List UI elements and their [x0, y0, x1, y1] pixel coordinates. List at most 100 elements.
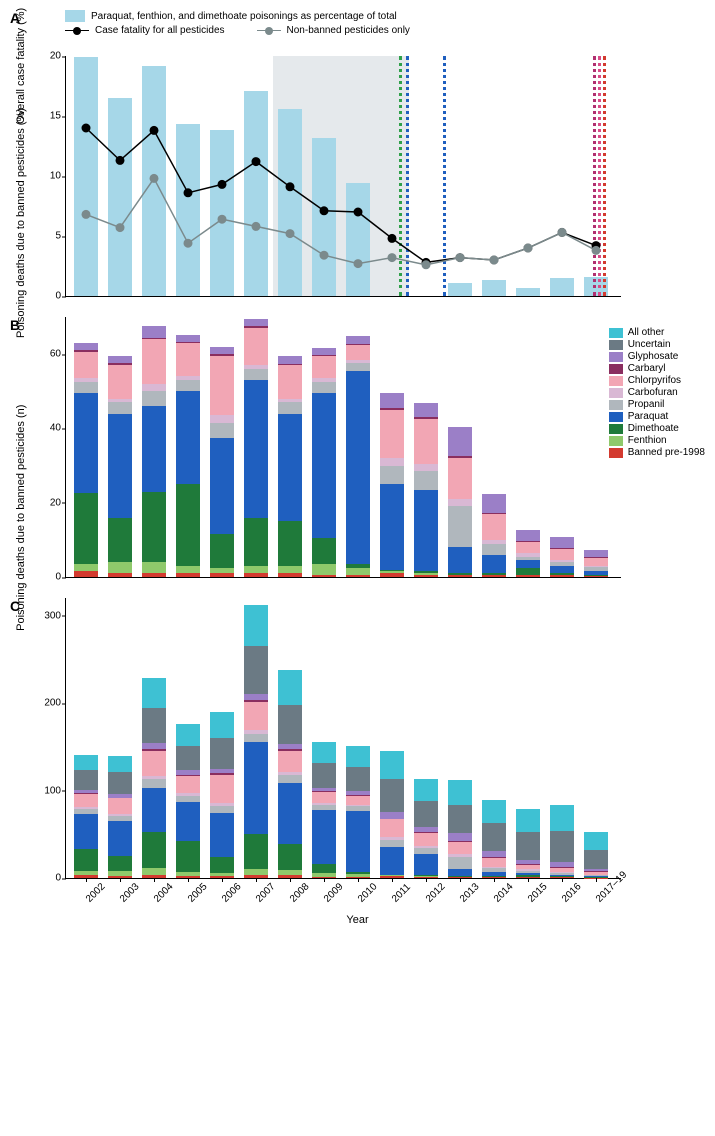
bar-segment — [244, 702, 268, 730]
panel-c-chart: Poisoning deaths due to banned pesticide… — [65, 598, 621, 879]
bar-segment — [278, 844, 302, 870]
bar-segment — [278, 365, 302, 398]
bar-segment — [108, 356, 132, 363]
bar-segment — [448, 499, 472, 506]
xtick: 2003 — [118, 881, 142, 905]
bar-segment — [74, 393, 98, 493]
bar-segment — [380, 484, 404, 569]
bar-segment — [108, 573, 132, 577]
bar-segment — [448, 427, 472, 457]
ytick: 200 — [36, 698, 61, 709]
bar-segment — [210, 712, 234, 738]
bar-segment — [380, 751, 404, 779]
bar-segment — [278, 521, 302, 566]
bar-segment — [210, 738, 234, 769]
bar-segment — [414, 779, 438, 801]
bar-segment — [210, 356, 234, 415]
bar-segment — [550, 831, 574, 863]
xtick: 2002 — [84, 881, 108, 905]
bar-segment — [244, 573, 268, 577]
bar-segment — [312, 810, 336, 864]
stacked-bar — [108, 756, 132, 878]
xtick: 2015 — [526, 881, 550, 905]
stacked-bar — [550, 537, 574, 577]
bar-segment — [312, 763, 336, 788]
bar-segment — [380, 458, 404, 465]
bar-segment — [210, 415, 234, 422]
bar-segment — [244, 646, 268, 694]
bar-segment — [448, 780, 472, 805]
stacked-bar — [482, 800, 506, 878]
bar-segment — [278, 356, 302, 363]
bar-segment — [244, 566, 268, 573]
bar-segment — [312, 382, 336, 393]
bar-segment — [278, 775, 302, 783]
bar-segment — [176, 841, 200, 872]
ytick: 0 — [36, 873, 61, 884]
bar-segment — [414, 490, 438, 572]
bar-segment — [312, 864, 336, 873]
stacked-bar — [414, 779, 438, 878]
bar-segment — [448, 869, 472, 876]
bar-segment — [346, 767, 370, 792]
bar-segment — [108, 518, 132, 563]
panel-c-ylabel: Poisoning deaths due to banned pesticide… — [15, 405, 27, 631]
xtick: 2008 — [288, 881, 312, 905]
bar-segment — [312, 538, 336, 564]
bar-segment — [244, 834, 268, 869]
ytick: 300 — [36, 610, 61, 621]
bar-segment — [210, 857, 234, 873]
legend-item: Uncertain — [609, 339, 705, 350]
bar-segment — [584, 576, 608, 577]
bar-segment — [516, 575, 540, 577]
bar-segment — [244, 380, 268, 517]
bar-segment — [482, 555, 506, 574]
bar-segment — [108, 365, 132, 398]
bar-segment — [74, 343, 98, 350]
bar-segment — [346, 345, 370, 360]
bar-segment — [516, 560, 540, 567]
bar-segment — [346, 336, 370, 343]
bar-segment — [482, 514, 506, 540]
bar-segment — [414, 833, 438, 846]
bar-segment — [414, 419, 438, 464]
bar-segment — [584, 550, 608, 557]
stacked-bar — [244, 605, 268, 878]
bar-segment — [380, 847, 404, 875]
bar-segment — [278, 705, 302, 744]
bar-segment — [346, 363, 370, 370]
bar-segment — [210, 347, 234, 354]
bar-segment — [244, 605, 268, 646]
bar-segment — [414, 575, 438, 577]
bar-segment — [346, 746, 370, 767]
xtick: 2011 — [390, 882, 413, 905]
bar-segment — [380, 840, 404, 847]
legend-item: All other — [609, 327, 705, 338]
bar-segment — [448, 458, 472, 499]
bar-segment — [550, 805, 574, 831]
stacked-bar — [448, 427, 472, 577]
bar-segment — [142, 562, 166, 573]
stacked-bar — [482, 494, 506, 577]
legend-item: Chlorpyrifos — [609, 375, 705, 386]
xtick: 2004 — [152, 881, 176, 905]
bar-segment — [108, 856, 132, 871]
stacked-bar — [278, 670, 302, 878]
bar-segment — [482, 544, 506, 555]
bar-segment — [176, 343, 200, 376]
bar-segment — [380, 779, 404, 812]
xtick: 2014 — [492, 881, 516, 905]
bar-segment — [142, 751, 166, 776]
bar-segment — [176, 380, 200, 391]
legend-item: Paraquat — [609, 411, 705, 422]
bar-segment — [414, 854, 438, 876]
bar-segment — [74, 493, 98, 564]
bar-segment — [176, 484, 200, 566]
bar-segment — [278, 573, 302, 577]
bar-segment — [176, 391, 200, 484]
stacked-bar — [74, 343, 98, 577]
bar-segment — [482, 823, 506, 851]
ytick: 100 — [36, 785, 61, 796]
ytick: 20 — [36, 497, 61, 508]
bar-segment — [108, 402, 132, 413]
